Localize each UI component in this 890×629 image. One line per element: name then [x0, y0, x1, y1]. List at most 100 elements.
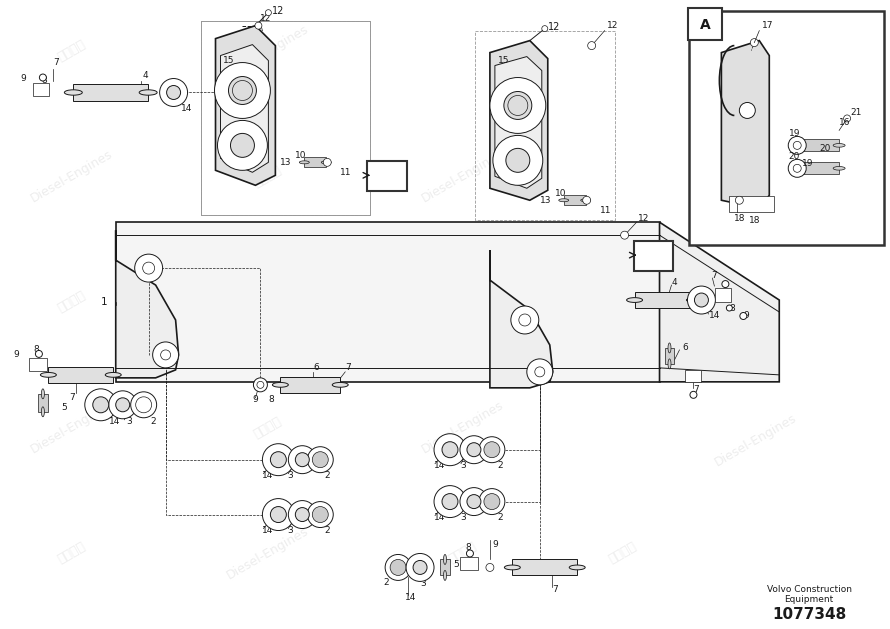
- Text: 12: 12: [547, 21, 560, 31]
- Text: 14: 14: [263, 471, 274, 480]
- Text: A: A: [649, 250, 659, 263]
- Circle shape: [434, 434, 466, 465]
- Ellipse shape: [443, 571, 447, 581]
- Polygon shape: [215, 26, 275, 186]
- Circle shape: [93, 397, 109, 413]
- Circle shape: [735, 196, 743, 204]
- Circle shape: [135, 397, 151, 413]
- Circle shape: [254, 378, 267, 392]
- Text: 9: 9: [20, 74, 26, 83]
- Circle shape: [134, 254, 163, 282]
- Text: Diesel-Engines: Diesel-Engines: [713, 411, 799, 469]
- Ellipse shape: [793, 167, 805, 170]
- Text: 8: 8: [41, 76, 46, 85]
- Text: 11: 11: [600, 206, 611, 214]
- Circle shape: [36, 350, 43, 357]
- Circle shape: [466, 550, 473, 557]
- Circle shape: [722, 281, 729, 287]
- Ellipse shape: [793, 143, 805, 147]
- Circle shape: [153, 342, 179, 368]
- Circle shape: [307, 501, 333, 528]
- Polygon shape: [460, 557, 478, 571]
- Circle shape: [519, 314, 530, 326]
- Text: 12: 12: [607, 21, 618, 30]
- Circle shape: [467, 494, 481, 509]
- Text: 9: 9: [253, 395, 258, 404]
- Polygon shape: [33, 82, 49, 96]
- Text: 10: 10: [295, 151, 307, 160]
- Polygon shape: [116, 222, 659, 382]
- Polygon shape: [28, 358, 47, 371]
- Ellipse shape: [668, 359, 671, 369]
- Text: Diesel-Engines: Diesel-Engines: [28, 399, 116, 456]
- Circle shape: [535, 367, 545, 377]
- Text: 紫发动力: 紫发动力: [251, 415, 284, 440]
- Text: 12: 12: [637, 214, 649, 223]
- Text: 2: 2: [497, 461, 503, 470]
- Text: 19: 19: [802, 159, 813, 168]
- Text: Diesel-Engines: Diesel-Engines: [713, 160, 799, 218]
- Circle shape: [312, 506, 328, 523]
- Text: 20: 20: [789, 152, 800, 161]
- Text: 2: 2: [497, 513, 503, 522]
- Text: 8: 8: [269, 395, 274, 404]
- Ellipse shape: [272, 382, 288, 387]
- Text: 1: 1: [101, 297, 108, 307]
- FancyBboxPatch shape: [368, 162, 407, 191]
- Text: 3: 3: [460, 513, 465, 522]
- Text: 14: 14: [181, 104, 192, 113]
- Text: 4: 4: [671, 277, 677, 287]
- Text: 紫发动力: 紫发动力: [606, 540, 639, 566]
- Polygon shape: [304, 157, 327, 167]
- Text: A: A: [700, 18, 711, 31]
- Text: 紫发动力: 紫发动力: [447, 289, 479, 315]
- Circle shape: [740, 103, 756, 118]
- Circle shape: [159, 79, 188, 106]
- FancyBboxPatch shape: [689, 8, 723, 40]
- Polygon shape: [665, 348, 675, 364]
- Text: Equipment: Equipment: [785, 595, 834, 604]
- Circle shape: [406, 554, 434, 581]
- Text: 12: 12: [261, 14, 271, 23]
- Text: 2: 2: [150, 417, 157, 426]
- Circle shape: [793, 164, 801, 172]
- Text: 紫发动力: 紫发动力: [56, 38, 88, 64]
- Text: 21: 21: [850, 108, 862, 117]
- Text: 3: 3: [460, 461, 465, 470]
- Text: 14: 14: [405, 593, 417, 602]
- Ellipse shape: [42, 389, 44, 399]
- Circle shape: [312, 452, 328, 467]
- Polygon shape: [116, 230, 179, 378]
- Text: 9: 9: [492, 540, 498, 549]
- Text: 4: 4: [142, 71, 149, 80]
- Circle shape: [385, 555, 411, 581]
- Ellipse shape: [40, 372, 56, 377]
- Text: 7: 7: [711, 270, 717, 279]
- Circle shape: [288, 446, 316, 474]
- Polygon shape: [513, 559, 578, 576]
- Polygon shape: [716, 288, 732, 302]
- Polygon shape: [563, 195, 586, 205]
- Circle shape: [271, 506, 287, 523]
- Circle shape: [116, 398, 130, 412]
- Text: 16: 16: [839, 118, 851, 127]
- Circle shape: [740, 313, 747, 320]
- Polygon shape: [440, 559, 450, 576]
- Polygon shape: [490, 250, 553, 388]
- Circle shape: [263, 443, 295, 476]
- Circle shape: [690, 391, 697, 398]
- Text: 2: 2: [324, 526, 330, 535]
- Circle shape: [726, 305, 732, 311]
- Text: 7: 7: [345, 364, 351, 372]
- Circle shape: [506, 148, 530, 172]
- Text: Diesel-Engines: Diesel-Engines: [224, 524, 311, 582]
- FancyBboxPatch shape: [634, 241, 674, 271]
- Text: 14: 14: [263, 526, 274, 535]
- Bar: [690, 11, 884, 245]
- Circle shape: [587, 42, 595, 50]
- Text: 5: 5: [61, 403, 67, 412]
- Circle shape: [255, 22, 262, 29]
- Text: 9: 9: [13, 350, 19, 359]
- Ellipse shape: [332, 382, 348, 387]
- Text: 3: 3: [287, 526, 293, 535]
